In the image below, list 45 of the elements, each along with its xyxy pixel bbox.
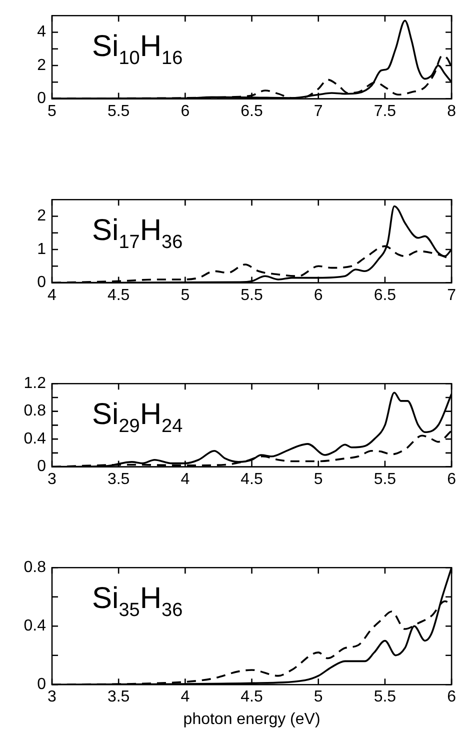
- x-tick-label: 6.5: [240, 102, 263, 120]
- y-tick-label: 0.8: [24, 559, 46, 576]
- y-tick-label: 0.4: [24, 618, 46, 635]
- y-tick-label: 2: [37, 208, 46, 225]
- x-tick-label: 7: [314, 102, 323, 120]
- y-tick-label: 0: [37, 90, 46, 108]
- x-tick-label: 5: [314, 688, 323, 706]
- x-tick-label: 6: [447, 470, 456, 488]
- x-tick-label: 7.5: [374, 102, 396, 120]
- x-axis-title: photon energy (eV): [183, 710, 320, 728]
- x-tick-label: 5.5: [107, 102, 130, 120]
- y-tick-label: 2: [37, 56, 46, 74]
- x-tick-label: 4: [180, 688, 190, 706]
- x-tick-label: 4.5: [240, 470, 263, 488]
- x-tick-label: 5.5: [374, 470, 396, 488]
- x-tick-label: 6: [447, 688, 456, 706]
- x-tick-label: 3: [48, 688, 57, 706]
- y-tick-label: 0.8: [24, 402, 46, 420]
- x-tick-label: 3.5: [107, 470, 130, 488]
- y-tick-label: 0: [37, 458, 46, 476]
- annotation: Si$_{29}$H$_{24}$: [92, 398, 183, 437]
- x-tick-label: 4.5: [240, 688, 263, 706]
- x-tick-label: 5: [48, 102, 57, 120]
- x-tick-label: 6: [314, 286, 323, 304]
- annotation: Si$_{17}$H$_{36}$: [92, 214, 183, 253]
- y-tick-label: 0: [37, 676, 46, 694]
- y-tick-label: 1: [37, 240, 46, 258]
- annotation: Si$_{10}$H$_{16}$: [92, 30, 183, 69]
- x-tick-label: 7: [447, 286, 456, 304]
- y-tick-label: 4: [37, 24, 46, 41]
- x-tick-label: 3.5: [107, 688, 130, 706]
- x-tick-label: 5.5: [240, 286, 263, 304]
- x-tick-label: 3: [48, 470, 57, 488]
- x-tick-label: 4.5: [107, 286, 130, 304]
- x-tick-label: 6.5: [374, 286, 396, 304]
- x-tick-label: 5: [314, 470, 323, 488]
- x-tick-label: 5.5: [374, 688, 396, 706]
- x-tick-label: 5: [180, 286, 190, 304]
- annotation: Si$_{35}$H$_{36}$: [92, 582, 183, 621]
- y-tick-label: 0.4: [24, 430, 46, 448]
- x-tick-label: 6: [180, 102, 190, 120]
- y-tick-label: 1.2: [24, 375, 46, 392]
- x-tick-label: 4: [180, 470, 190, 488]
- x-tick-label: 8: [447, 102, 456, 120]
- y-tick-label: 0: [37, 274, 46, 292]
